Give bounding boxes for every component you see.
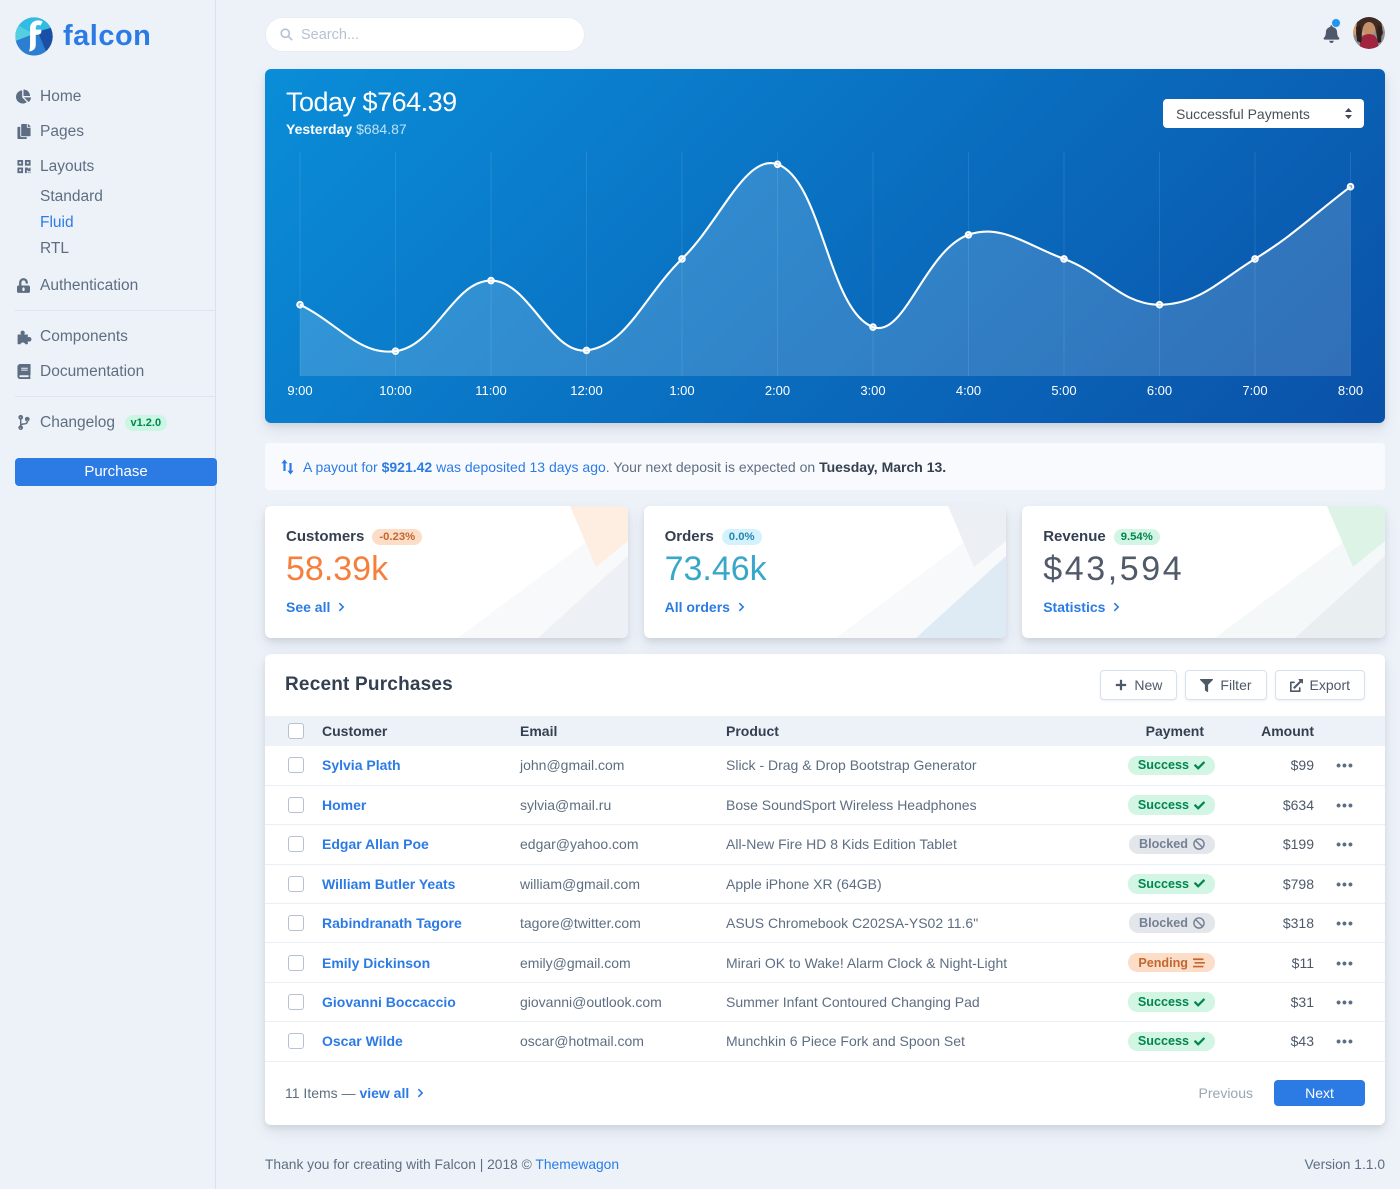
svg-text:4:00: 4:00	[956, 383, 981, 398]
svg-text:11:00: 11:00	[475, 383, 507, 398]
svg-text:8:00: 8:00	[1338, 383, 1363, 398]
svg-text:5:00: 5:00	[1051, 383, 1076, 398]
svg-text:9:00: 9:00	[287, 383, 312, 398]
svg-text:12:00: 12:00	[570, 383, 603, 398]
svg-text:2:00: 2:00	[765, 383, 790, 398]
svg-text:6:00: 6:00	[1147, 383, 1172, 398]
svg-text:10:00: 10:00	[379, 383, 412, 398]
svg-text:1:00: 1:00	[669, 383, 694, 398]
svg-text:3:00: 3:00	[860, 383, 885, 398]
svg-text:7:00: 7:00	[1242, 383, 1267, 398]
